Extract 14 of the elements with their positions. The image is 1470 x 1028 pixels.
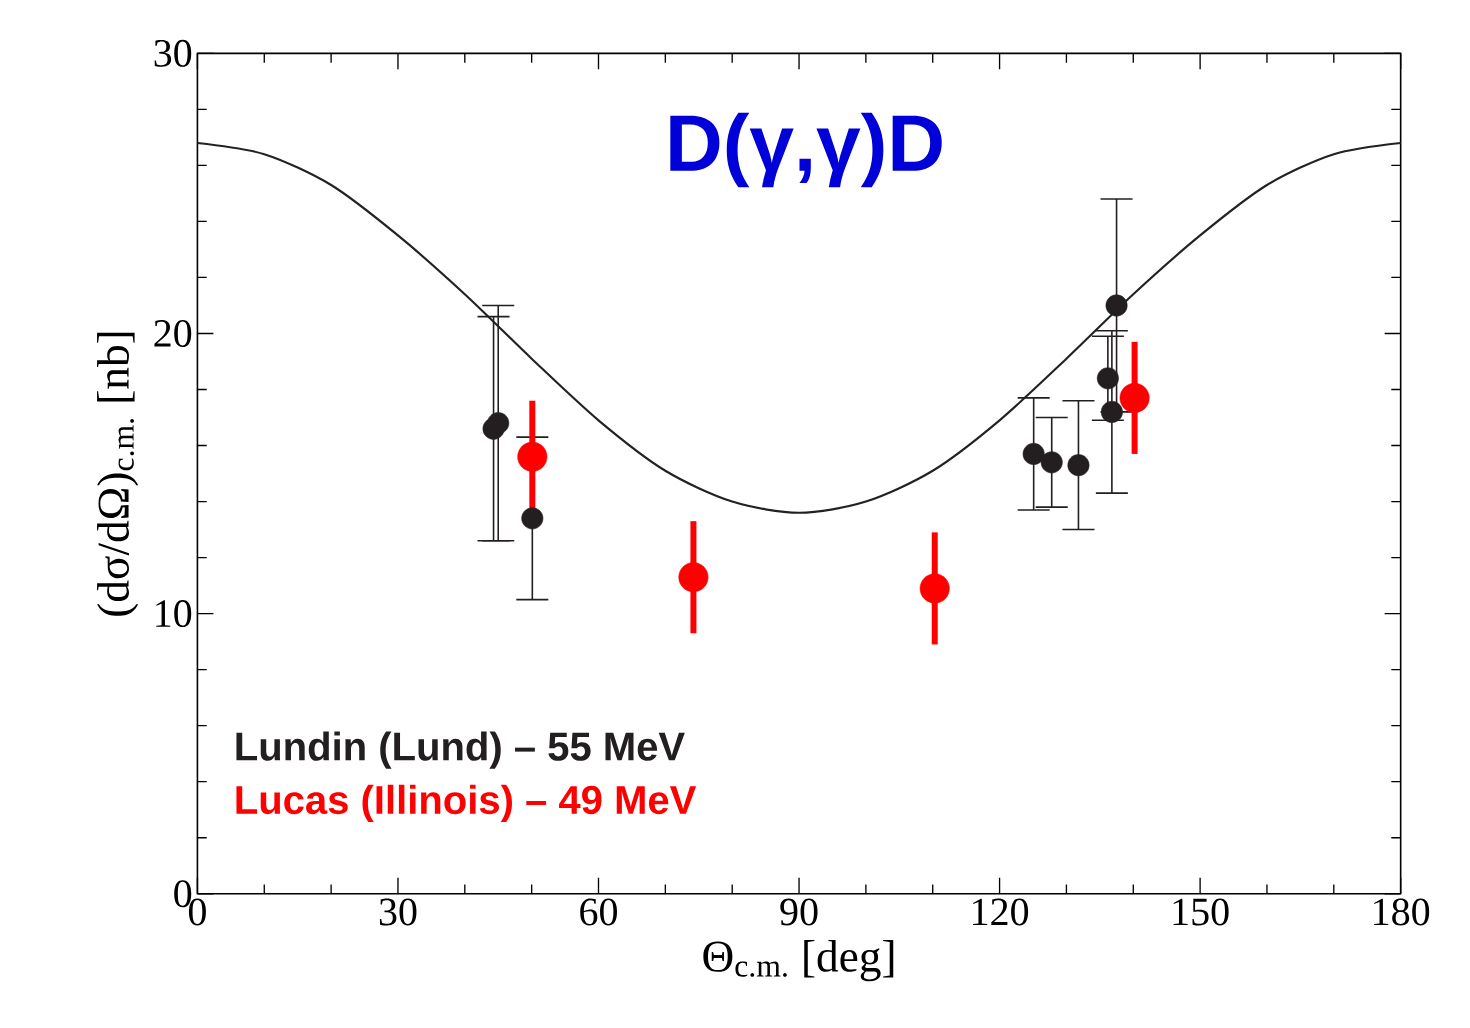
- y-tick-label: 30: [154, 39, 192, 67]
- text: Lundin (Lund) – 55 MeV: [236, 731, 685, 769]
- x-tick-label: 90: [780, 898, 818, 926]
- x-tick-label: 150: [1173, 898, 1229, 926]
- x-tick-label: 30: [379, 898, 417, 926]
- x-tick-label: 120: [973, 898, 1029, 926]
- text: D(γ,γ)D: [670, 112, 942, 188]
- y-tick-label: 20: [154, 319, 192, 347]
- y-tick-label: 10: [156, 599, 192, 627]
- x-tick-label: 180: [1374, 898, 1430, 926]
- x-axis-title: Θ$_{c.m.}$ [deg]: [703, 939, 894, 981]
- text: Lucas (Illinois) – 49 MeV: [236, 784, 697, 822]
- x-tick-label: 60: [580, 898, 617, 926]
- y-axis-title: (dσ/dΩ)$_{c.m.}$ [nb]: [97, 332, 139, 616]
